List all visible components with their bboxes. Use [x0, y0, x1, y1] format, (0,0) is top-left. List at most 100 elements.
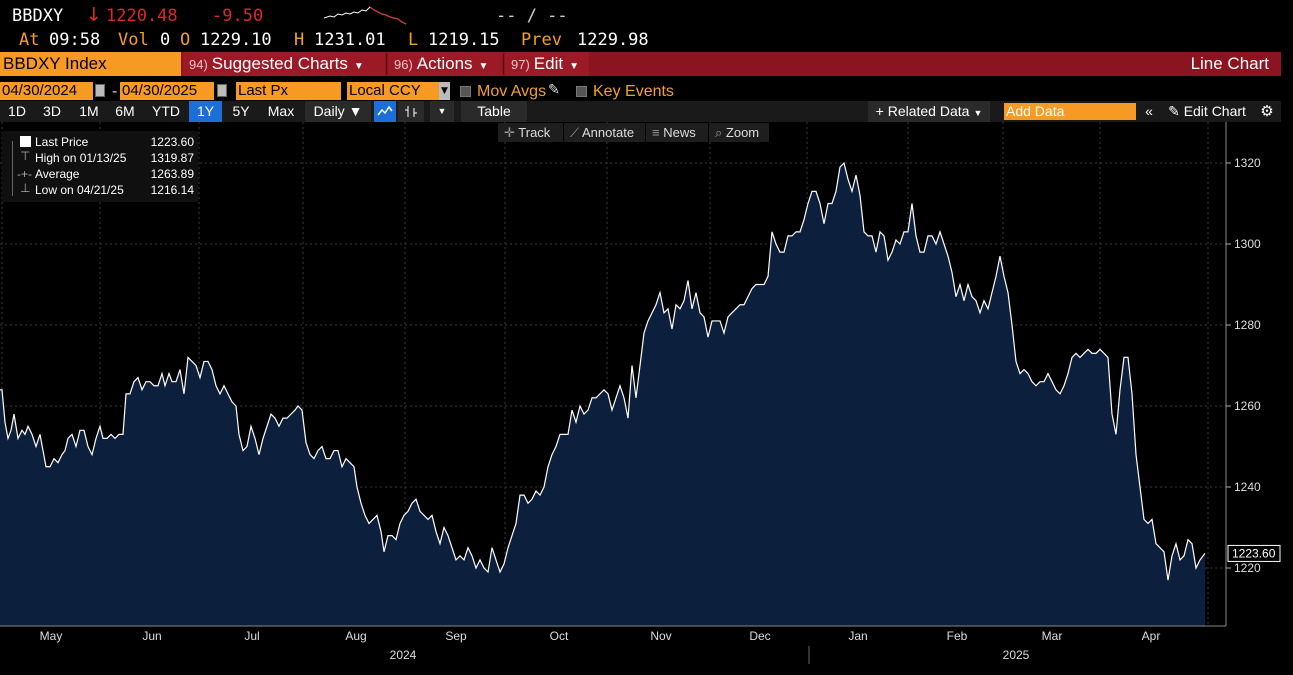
- calendar-icon[interactable]: [217, 84, 227, 97]
- key-events-checkbox[interactable]: [576, 86, 587, 97]
- range-1y[interactable]: 1Y: [189, 101, 222, 122]
- caret-down-icon: ▼: [569, 61, 579, 72]
- suggested-label: Suggested Charts: [211, 54, 348, 73]
- net-change: -9.50: [212, 6, 264, 26]
- chart-type-title: Line Chart: [1190, 54, 1269, 73]
- last-price-swatch: [20, 136, 31, 147]
- table-button[interactable]: Table: [461, 101, 527, 122]
- legend-low-label: Low on 04/21/25: [35, 183, 124, 197]
- news-label: News: [663, 125, 696, 140]
- key-events-label: Key Events: [593, 83, 674, 100]
- search-icon: ⌕: [715, 125, 726, 140]
- average-marker-icon: -+-: [17, 167, 32, 181]
- mov-avgs-label: Mov Avgs: [477, 83, 547, 100]
- y-tick-label: 1220: [1234, 561, 1261, 575]
- field-selector[interactable]: Last Px: [236, 82, 341, 100]
- legend-avg-value: 1263.89: [150, 167, 194, 181]
- volume: 0: [160, 30, 171, 50]
- x-month-label: Feb: [947, 629, 968, 643]
- prev-value: 1229.98: [577, 30, 649, 50]
- related-data-dropdown[interactable]: + Related Data ▼: [868, 101, 990, 122]
- legend-high-label: High on 01/13/25: [35, 151, 127, 165]
- actions-number: 96): [394, 57, 413, 72]
- zoom-tool[interactable]: ⌕ Zoom: [709, 123, 769, 142]
- legend-low-value: 1216.14: [150, 183, 194, 197]
- down-arrow-icon: ↓: [86, 4, 102, 26]
- last-price: 1220.48: [106, 6, 178, 26]
- sparkline-mini-chart: [324, 6, 407, 25]
- edit-chart-button[interactable]: ✎ Edit Chart: [1161, 101, 1253, 122]
- chart-area[interactable]: 1220 1240 1260 1280 1300 1320 1223.60 May Jun Jul…: [0, 122, 1293, 671]
- x-month-label: Sep: [445, 629, 467, 643]
- annotate-tool[interactable]: ⟋ Annotate: [564, 123, 645, 142]
- edit-label: Edit: [533, 54, 564, 73]
- vol-label: Vol: [118, 30, 149, 50]
- news-tool[interactable]: ≡ News: [646, 123, 708, 142]
- x-month-label: Nov: [650, 629, 671, 643]
- open-value: 1229.10: [200, 30, 272, 50]
- legend-high-value: 1319.87: [150, 151, 194, 165]
- x-month-label: Jul: [244, 629, 259, 643]
- caret-down-icon: ▼: [973, 108, 983, 118]
- y-tick-label: 1280: [1234, 318, 1261, 332]
- x-month-label: May: [40, 629, 63, 643]
- legend-last-value: 1223.60: [150, 135, 194, 149]
- chart-legend: Last Price 1223.60 ⊤ High on 01/13/25 13…: [2, 131, 198, 202]
- bar-chart-icon[interactable]: [398, 101, 424, 122]
- end-date-field[interactable]: 04/30/2025: [120, 82, 214, 100]
- x-month-label: Apr: [1142, 629, 1161, 643]
- range-5y[interactable]: 5Y: [232, 103, 250, 119]
- suggested-charts-menu[interactable]: 94) Suggested Charts ▼: [183, 52, 385, 76]
- high-value: 1231.01: [314, 30, 386, 50]
- ticker-symbol: BBDXY: [12, 6, 64, 26]
- news-icon: ≡: [652, 125, 664, 140]
- y-tick-label: 1260: [1234, 399, 1261, 413]
- add-data-input[interactable]: Add Data: [1004, 103, 1136, 120]
- annotate-label: Annotate: [582, 125, 635, 140]
- chart-style-dropdown-icon[interactable]: ▼: [430, 101, 454, 122]
- range-1d[interactable]: 1D: [8, 103, 26, 119]
- range-3d[interactable]: 3D: [43, 103, 61, 119]
- track-label: Track: [518, 125, 551, 140]
- low-value: 1219.15: [428, 30, 500, 50]
- caret-down-icon[interactable]: ▼: [439, 82, 450, 100]
- price-area-fill: [0, 163, 1205, 626]
- annotate-icon: ⟋: [570, 125, 582, 140]
- range-max[interactable]: Max: [267, 103, 295, 119]
- pencil-icon[interactable]: ✎: [548, 82, 560, 98]
- mov-avgs-checkbox[interactable]: [460, 86, 471, 97]
- gear-icon[interactable]: ⚙: [1260, 103, 1274, 120]
- related-data-label: + Related Data: [875, 103, 970, 119]
- x-year-label: 2024: [390, 648, 417, 662]
- line-chart-icon[interactable]: [374, 101, 396, 122]
- legend-last-label: Last Price: [35, 135, 89, 149]
- range-6m[interactable]: 6M: [115, 103, 135, 119]
- edit-menu[interactable]: 97) Edit ▼: [505, 52, 589, 76]
- last-value-label: 1223.60: [1232, 546, 1276, 560]
- prev-label: Prev: [521, 30, 562, 50]
- x-year-label: 2025: [1003, 648, 1030, 662]
- x-month-label: Aug: [345, 629, 366, 643]
- start-date-field[interactable]: 04/30/2024: [0, 82, 93, 100]
- open-label: O: [180, 30, 191, 50]
- date-separator: -: [112, 83, 118, 100]
- actions-menu[interactable]: 96) Actions ▼: [388, 52, 502, 76]
- caret-down-icon: ▼: [478, 61, 489, 72]
- range-1m[interactable]: 1M: [79, 103, 99, 119]
- collapse-chevron-icon[interactable]: «: [1145, 103, 1153, 119]
- x-month-label: Dec: [749, 629, 770, 643]
- currency-selector[interactable]: Local CCY: [347, 82, 439, 100]
- calendar-icon[interactable]: [95, 84, 105, 97]
- x-month-label: Jun: [142, 629, 161, 643]
- bid-ask: -- / --: [496, 6, 568, 26]
- price-line: [0, 161, 1206, 581]
- x-month-label: Oct: [550, 629, 569, 643]
- security-field[interactable]: BBDXY Index: [0, 52, 181, 76]
- track-tool[interactable]: ✛ Track: [498, 123, 563, 142]
- periodicity-dropdown[interactable]: Daily ▼: [305, 101, 371, 122]
- actions-label: Actions: [416, 54, 473, 73]
- edit-chart-label: Edit Chart: [1183, 103, 1246, 119]
- price-chart[interactable]: 1220 1240 1260 1280 1300 1320 1223.60 May Jun Jul…: [0, 122, 1293, 671]
- range-ytd[interactable]: YTD: [152, 103, 180, 119]
- last-value-box: [1227, 544, 1281, 562]
